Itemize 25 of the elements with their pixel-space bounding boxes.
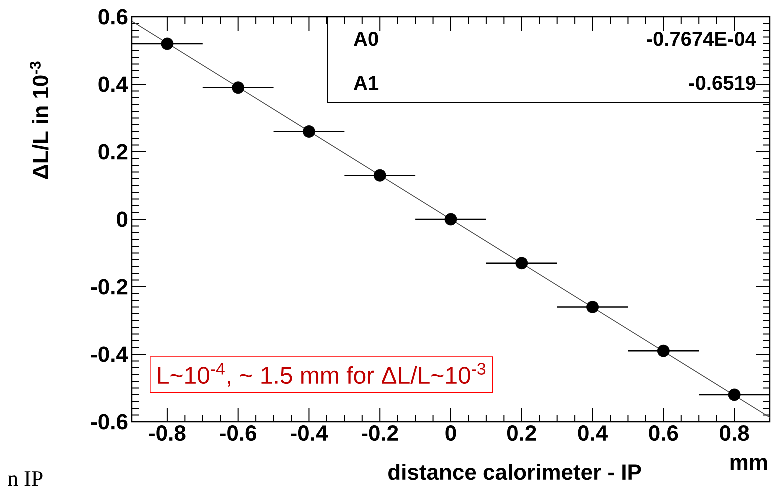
text: mm xyxy=(730,458,768,470)
y-tick-label: 0.6 xyxy=(98,9,128,25)
annotation: -0.7674E-04 xyxy=(647,32,756,46)
x-tick-label: 0.2 xyxy=(507,426,536,442)
x-tick-label: 0.4 xyxy=(578,426,608,442)
x-tick-label: -0.8 xyxy=(149,426,186,442)
annotation: A1 xyxy=(354,76,379,90)
y-tick-label: -0.4 xyxy=(91,346,128,362)
y-axis-title: ΔL/L in 10$^{-3}$ xyxy=(30,62,49,179)
x-axis-title: distance calorimeter - IP xyxy=(388,464,642,480)
x-tick-label: -0.4 xyxy=(291,426,328,442)
x-tick-label: -0.2 xyxy=(362,426,398,442)
y-tick-label: -0.6 xyxy=(91,414,128,430)
annotation: L~10$^{-4}$, ~ 1.5 mm for ΔL/L~10$^{-3}$ xyxy=(158,363,486,387)
annotation: -0.6519 xyxy=(689,76,756,90)
y-tick-label: 0.2 xyxy=(98,144,128,160)
x-tick-label: 0.6 xyxy=(649,426,678,442)
annotation: A0 xyxy=(354,32,378,46)
y-tick-label: 0.4 xyxy=(98,76,128,92)
x-tick-label: 0.8 xyxy=(720,426,750,442)
x-tick-label: -0.6 xyxy=(220,426,257,442)
text: n IP xyxy=(8,472,43,486)
y-tick-label: 0 xyxy=(117,212,128,228)
y-tick-label: -0.2 xyxy=(91,279,128,295)
x-tick-label: 0 xyxy=(446,426,456,442)
